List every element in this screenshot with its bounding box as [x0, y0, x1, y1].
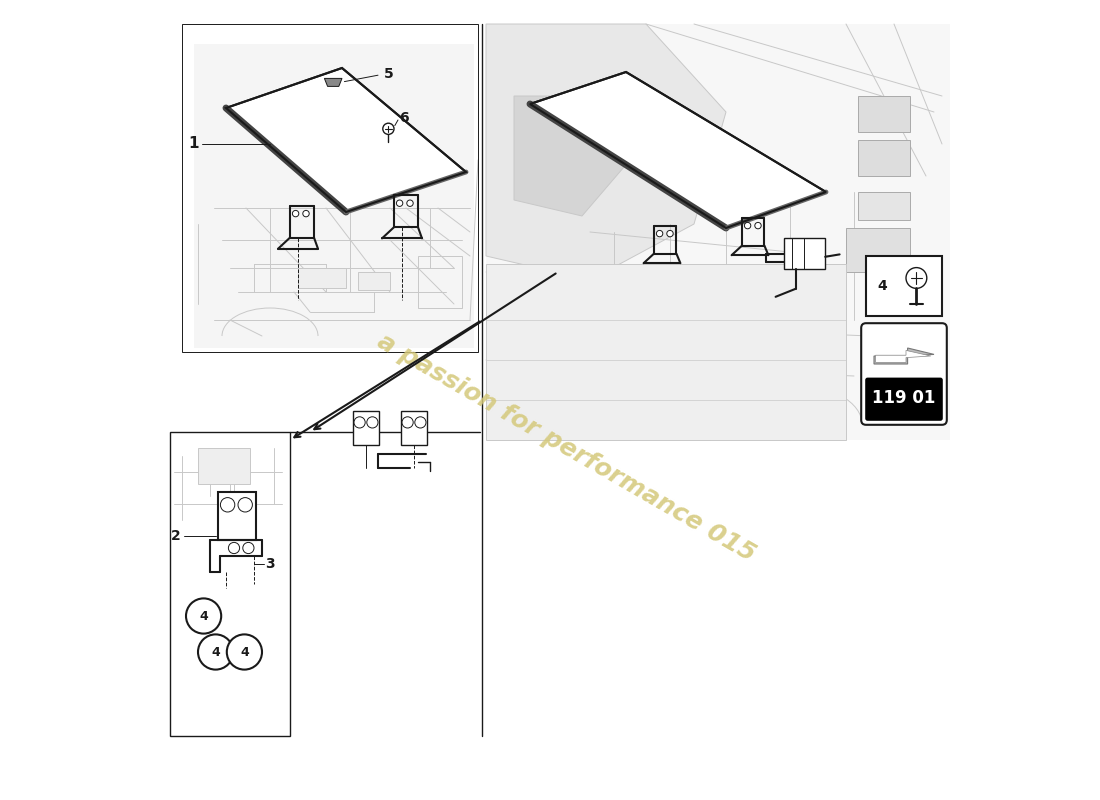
- Text: 4: 4: [240, 646, 249, 658]
- Bar: [486, 264, 846, 440]
- Text: a passion for performance 015: a passion for performance 015: [373, 330, 759, 566]
- Circle shape: [229, 542, 240, 554]
- Bar: [858, 96, 910, 132]
- Bar: [298, 268, 346, 288]
- Circle shape: [407, 200, 414, 206]
- Text: 6: 6: [399, 110, 409, 125]
- Circle shape: [415, 417, 426, 428]
- Text: 4: 4: [199, 610, 208, 622]
- Text: 119 01: 119 01: [872, 390, 936, 407]
- Circle shape: [745, 222, 751, 229]
- Text: 2: 2: [170, 529, 180, 543]
- Text: 3: 3: [265, 557, 275, 571]
- Polygon shape: [486, 24, 726, 280]
- Circle shape: [906, 267, 927, 289]
- FancyBboxPatch shape: [861, 323, 947, 425]
- Polygon shape: [402, 411, 427, 445]
- Bar: [858, 140, 910, 176]
- Circle shape: [220, 498, 234, 512]
- Text: 4: 4: [211, 646, 220, 658]
- Bar: [858, 192, 910, 220]
- Circle shape: [402, 417, 414, 428]
- Polygon shape: [876, 350, 931, 362]
- Text: 4: 4: [877, 279, 887, 293]
- Polygon shape: [530, 72, 826, 228]
- Bar: [182, 24, 478, 352]
- Polygon shape: [486, 24, 950, 440]
- Circle shape: [293, 210, 299, 217]
- Circle shape: [396, 200, 403, 206]
- Circle shape: [383, 123, 394, 134]
- Circle shape: [238, 498, 252, 512]
- Circle shape: [302, 210, 309, 217]
- Text: 5: 5: [384, 66, 394, 81]
- Bar: [198, 448, 250, 484]
- Circle shape: [755, 222, 761, 229]
- Polygon shape: [874, 348, 934, 364]
- Text: 1: 1: [189, 137, 199, 151]
- Bar: [846, 228, 910, 272]
- Circle shape: [366, 417, 378, 428]
- Bar: [866, 256, 942, 316]
- Bar: [358, 272, 390, 290]
- Circle shape: [354, 417, 365, 428]
- FancyBboxPatch shape: [866, 378, 943, 421]
- Bar: [783, 238, 825, 269]
- Bar: [418, 256, 462, 308]
- Circle shape: [198, 634, 233, 670]
- Polygon shape: [218, 492, 256, 540]
- Polygon shape: [226, 68, 466, 212]
- Bar: [194, 44, 474, 348]
- Polygon shape: [324, 78, 342, 86]
- Circle shape: [186, 598, 221, 634]
- Circle shape: [667, 230, 673, 237]
- Polygon shape: [514, 96, 630, 216]
- Polygon shape: [353, 411, 378, 445]
- Circle shape: [657, 230, 663, 237]
- Bar: [170, 432, 290, 736]
- Circle shape: [243, 542, 254, 554]
- Circle shape: [227, 634, 262, 670]
